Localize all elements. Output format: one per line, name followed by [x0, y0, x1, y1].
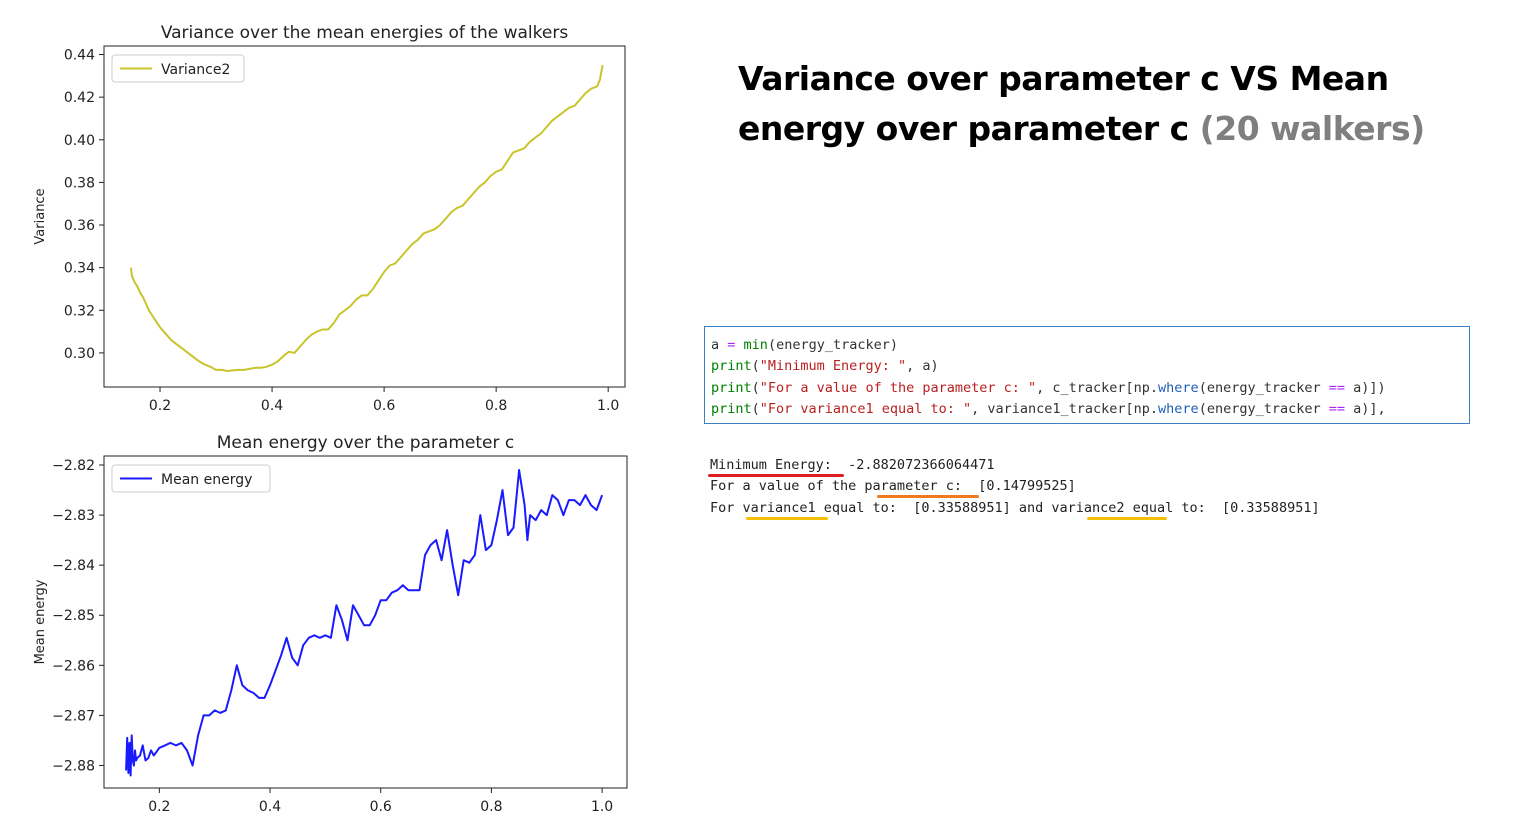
slide-title-suffix: (20 walkers) — [1199, 109, 1426, 148]
chart-title: Variance over the mean energies of the w… — [161, 23, 569, 43]
y-axis-label: Variance — [33, 188, 48, 244]
x-tick-label: 0.4 — [261, 398, 283, 414]
plot-frame — [103, 455, 628, 789]
code-line: a = min(energy_tracker) — [711, 337, 898, 353]
x-tick-label: 0.2 — [149, 398, 171, 414]
y-tick-label: −2.86 — [52, 658, 95, 674]
y-tick-label: 0.34 — [64, 261, 95, 277]
code-line: print("Minimum Energy: ", a) — [711, 358, 939, 375]
underline-variance2 — [1087, 517, 1167, 520]
x-tick-label: 0.4 — [259, 799, 281, 815]
output-line-variances: For variance1 equal to: [0.33588951] and… — [710, 500, 1320, 516]
charts-canvas: Variance2 Variance over the mean energies… — [33, 23, 628, 815]
x-tick-label: 1.0 — [597, 398, 619, 414]
y-tick-label: −2.88 — [52, 758, 95, 774]
legend-box — [111, 464, 271, 493]
y-tick-label: −2.83 — [52, 508, 95, 524]
x-tick-label: 0.8 — [485, 398, 507, 414]
code-cell[interactable]: a = min(energy_tracker) print("Minimum En… — [704, 326, 1470, 424]
chart-1: Variance2 — [99, 45, 626, 392]
chart-2: Mean energy — [99, 455, 628, 793]
chart-title: Mean energy over the parameter c — [217, 433, 514, 453]
underline-parameter-c — [877, 495, 979, 498]
y-axis-label: Mean energy — [33, 579, 48, 664]
y-tick-label: −2.87 — [52, 708, 95, 724]
x-tick-label: 0.6 — [373, 398, 395, 414]
x-tick-label: 0.2 — [148, 799, 170, 815]
code-line: print("For variance1 equal to: ", varian… — [711, 400, 1386, 417]
y-tick-label: 0.42 — [64, 90, 95, 106]
y-tick-label: 0.36 — [64, 218, 95, 234]
code-line: print("For a value of the parameter c: "… — [711, 379, 1386, 396]
underline-minimum-energy — [708, 474, 844, 477]
legend-label: Mean energy — [161, 472, 252, 488]
x-tick-label: 0.8 — [480, 799, 502, 815]
x-tick-label: 0.6 — [370, 799, 392, 815]
series-line-variance2 — [129, 65, 604, 372]
y-tick-label: 0.44 — [64, 48, 95, 64]
legend-variance2: Variance2 — [111, 54, 245, 83]
y-tick-label: −2.84 — [52, 558, 95, 574]
output-line-min-energy: Minimum Energy: -2.882072366064471 — [710, 457, 995, 473]
y-tick-label: 0.30 — [64, 346, 95, 362]
y-tick-label: 0.40 — [64, 133, 95, 149]
plot-frame — [103, 45, 626, 388]
legend-mean-energy: Mean energy — [111, 464, 271, 493]
slide-title-main: Variance over parameter c VS Mean energy… — [738, 59, 1389, 148]
underline-variance1 — [746, 517, 828, 520]
legend-box — [111, 54, 245, 83]
slide-title: Variance over parameter c VS Mean energy… — [738, 54, 1438, 154]
legend-label: Variance2 — [161, 62, 230, 78]
output-line-parameter-c: For a value of the parameter c: [0.14799… — [710, 478, 1076, 494]
series-line-mean-energy — [125, 469, 604, 777]
x-tick-label: 1.0 — [591, 799, 613, 815]
y-tick-label: 0.38 — [64, 175, 95, 191]
y-tick-label: 0.32 — [64, 303, 95, 319]
y-tick-label: −2.85 — [52, 608, 95, 624]
y-tick-label: −2.82 — [52, 458, 95, 474]
